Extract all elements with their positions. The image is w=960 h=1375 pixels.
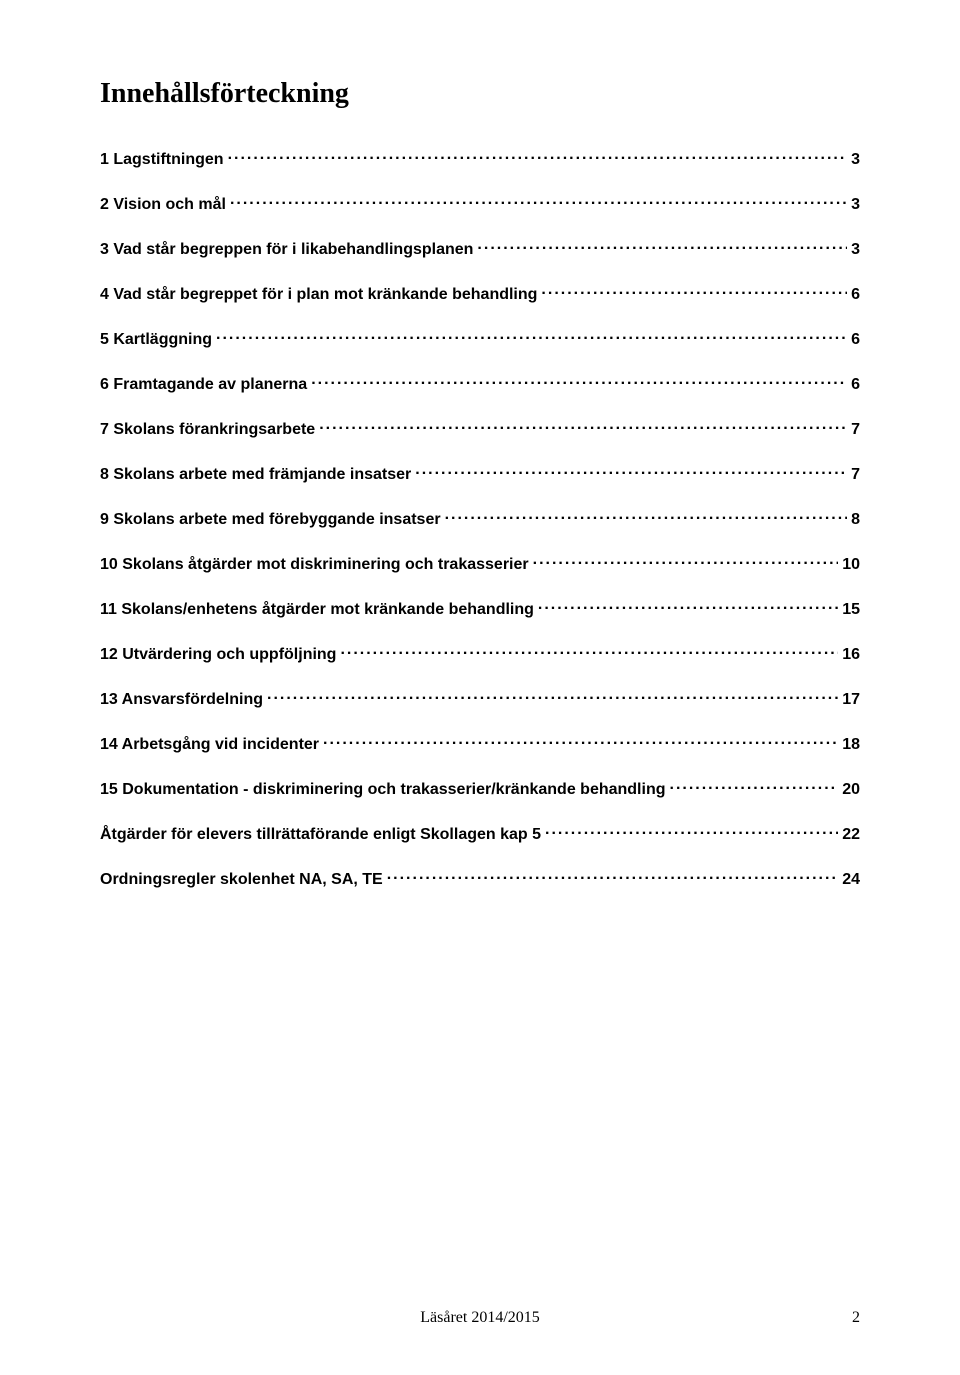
toc-entry: 2 Vision och mål 3 [100, 193, 860, 214]
toc-entry-label: Ordningsregler skolenhet NA, SA, TE [100, 871, 383, 889]
toc-entry-page: 10 [842, 556, 860, 574]
toc-entry-label: 6 Framtagande av planerna [100, 376, 307, 394]
toc-entry-page: 6 [851, 376, 860, 394]
toc-entry-page: 6 [851, 331, 860, 349]
toc-entry: 11 Skolans/enhetens åtgärder mot kränkan… [100, 598, 860, 619]
toc-entry-page: 3 [851, 196, 860, 214]
toc-entry: 5 Kartläggning 6 [100, 328, 860, 349]
toc-dots [541, 283, 847, 299]
toc-dots [267, 688, 838, 704]
toc-entry-page: 3 [851, 241, 860, 259]
toc-title: Innehållsförteckning [100, 78, 860, 110]
footer-text: Läsåret 2014/2015 [420, 1309, 540, 1326]
toc-dots [340, 643, 838, 659]
toc-entry-page: 24 [842, 871, 860, 889]
toc-entry: 6 Framtagande av planerna 6 [100, 373, 860, 394]
toc-entry-label: 15 Dokumentation - diskriminering och tr… [100, 781, 666, 799]
toc-entry-label: 14 Arbetsgång vid incidenter [100, 736, 319, 754]
toc-entry-label: 2 Vision och mål [100, 196, 226, 214]
toc-entry-page: 6 [851, 286, 860, 304]
toc-dots [230, 193, 847, 209]
toc-entry-label: Åtgärder för elevers tillrättaförande en… [100, 826, 541, 844]
toc-list: 1 Lagstiftningen 3 2 Vision och mål 3 3 … [100, 148, 860, 913]
toc-dots [415, 463, 847, 479]
toc-entry-label: 11 Skolans/enhetens åtgärder mot kränkan… [100, 601, 534, 619]
toc-dots [538, 598, 838, 614]
toc-entry: 7 Skolans förankringsarbete 7 [100, 418, 860, 439]
toc-entry: 14 Arbetsgång vid incidenter 18 [100, 733, 860, 754]
toc-dots [445, 508, 848, 524]
toc-entry-label: 1 Lagstiftningen [100, 151, 224, 169]
toc-entry: 8 Skolans arbete med främjande insatser … [100, 463, 860, 484]
toc-dots [670, 778, 839, 794]
toc-entry-page: 22 [842, 826, 860, 844]
toc-entry-page: 20 [842, 781, 860, 799]
toc-entry: 10 Skolans åtgärder mot diskriminering o… [100, 553, 860, 574]
toc-dots [533, 553, 839, 569]
toc-dots [387, 868, 838, 884]
toc-entry-label: 7 Skolans förankringsarbete [100, 421, 315, 439]
toc-dots [319, 418, 847, 434]
toc-dots [545, 823, 838, 839]
toc-entry-label: 10 Skolans åtgärder mot diskriminering o… [100, 556, 529, 574]
toc-dots [323, 733, 838, 749]
toc-entry-page: 7 [851, 466, 860, 484]
toc-entry-label: 13 Ansvarsfördelning [100, 691, 263, 709]
toc-dots [477, 238, 847, 254]
toc-entry: 15 Dokumentation - diskriminering och tr… [100, 778, 860, 799]
toc-entry-page: 16 [842, 646, 860, 664]
toc-entry: 1 Lagstiftningen 3 [100, 148, 860, 169]
toc-dots [228, 148, 848, 164]
toc-entry-label: 4 Vad står begreppet för i plan mot krän… [100, 286, 537, 304]
toc-entry-page: 18 [842, 736, 860, 754]
toc-entry-page: 8 [851, 511, 860, 529]
toc-dots [311, 373, 847, 389]
toc-entry-label: 5 Kartläggning [100, 331, 212, 349]
page-footer: Läsåret 2014/2015 2 [0, 1309, 960, 1327]
toc-entry-page: 3 [851, 151, 860, 169]
toc-dots [216, 328, 847, 344]
toc-entry-label: 3 Vad står begreppen för i likabehandlin… [100, 241, 473, 259]
footer-page-number: 2 [852, 1309, 860, 1327]
toc-entry: 3 Vad står begreppen för i likabehandlin… [100, 238, 860, 259]
toc-entry: 4 Vad står begreppet för i plan mot krän… [100, 283, 860, 304]
toc-entry: 13 Ansvarsfördelning 17 [100, 688, 860, 709]
toc-entry-label: 8 Skolans arbete med främjande insatser [100, 466, 411, 484]
toc-entry-label: 12 Utvärdering och uppföljning [100, 646, 336, 664]
toc-entry: Åtgärder för elevers tillrättaförande en… [100, 823, 860, 844]
toc-entry: 12 Utvärdering och uppföljning 16 [100, 643, 860, 664]
toc-entry-page: 17 [842, 691, 860, 709]
toc-entry: 9 Skolans arbete med förebyggande insats… [100, 508, 860, 529]
toc-entry-label: 9 Skolans arbete med förebyggande insats… [100, 511, 441, 529]
toc-entry-page: 15 [842, 601, 860, 619]
toc-entry: Ordningsregler skolenhet NA, SA, TE 24 [100, 868, 860, 889]
toc-entry-page: 7 [851, 421, 860, 439]
